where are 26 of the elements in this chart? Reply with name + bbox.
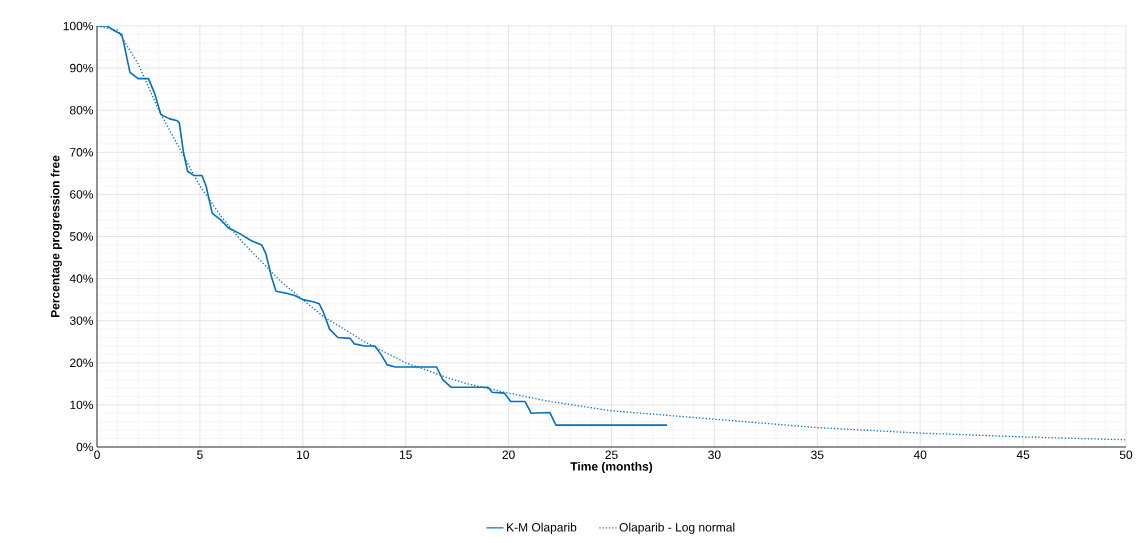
y-tick-label: 100% <box>63 21 94 31</box>
x-tick-label: 30 <box>708 450 721 460</box>
y-tick-label: 40% <box>69 274 94 283</box>
y-tick-label: 20% <box>70 358 94 368</box>
y-tick-label: 60% <box>70 190 94 199</box>
y-tick-label: 10% <box>70 400 94 410</box>
y-tick-label: 50% <box>69 232 94 241</box>
x-tick-label: 50 <box>1119 450 1133 460</box>
x-tick-label: 5 <box>197 450 203 459</box>
y-tick-label: 70% <box>70 148 94 157</box>
y-tick-label: 30% <box>69 316 94 325</box>
y-axis-title: Percentage progression free <box>50 155 62 318</box>
x-axis-title: Time (months) <box>570 461 653 474</box>
x-tick-label: 40 <box>913 450 927 460</box>
x-tick-label: 35 <box>811 450 824 460</box>
y-tick-label: 80% <box>69 105 94 115</box>
x-tick-label: 20 <box>502 450 515 460</box>
x-tick-label: 25 <box>605 450 618 460</box>
x-tick-label: 10 <box>297 450 310 460</box>
x-tick-label: 0 <box>94 450 100 460</box>
legend-label: K-M Olaparib <box>507 522 577 534</box>
x-tick-label: 15 <box>399 450 412 459</box>
legend-label: Olaparib - Log normal <box>619 522 735 534</box>
x-tick-label: 45 <box>1016 450 1030 459</box>
y-tick-label: 0% <box>76 442 94 452</box>
y-tick-label: 90% <box>70 63 94 73</box>
